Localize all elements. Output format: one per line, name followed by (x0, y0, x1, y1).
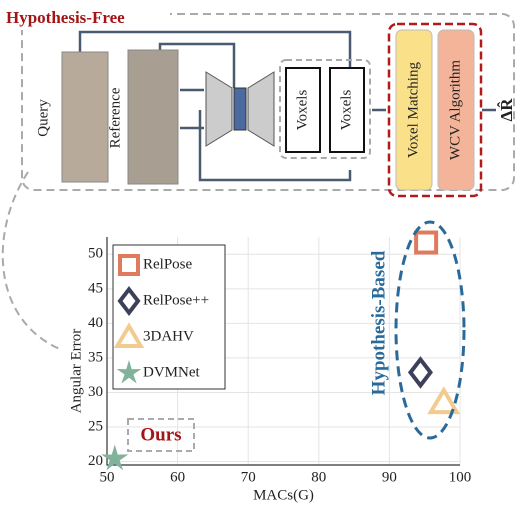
point (410, 359, 430, 385)
diagram-title: Hypothesis-Free (6, 8, 125, 27)
output-label: ΔR̂ (497, 98, 516, 122)
bottleneck (234, 88, 246, 130)
x-tick-label: 80 (311, 469, 326, 485)
legend-label: DVMNet (143, 364, 200, 380)
y-tick-label: 20 (88, 453, 103, 469)
link-curve (3, 172, 62, 350)
image-label: Query (35, 99, 51, 137)
voxel-label: Voxels (338, 90, 354, 131)
module-label: WCV Algorithm (447, 60, 463, 160)
voxel-label: Voxels (294, 90, 310, 131)
annotation: Hypothesis-Based (368, 250, 389, 395)
y-tick-label: 35 (88, 349, 103, 365)
module-label: Voxel Matching (405, 62, 421, 158)
encoder (206, 72, 232, 146)
x-axis-label: MACs(G) (253, 487, 314, 503)
point (416, 233, 436, 253)
annotation: Ours (140, 424, 181, 445)
x-tick-label: 70 (241, 469, 256, 485)
legend-label: 3DAHV (143, 328, 194, 344)
decoder (248, 72, 274, 146)
legend-label: RelPose++ (143, 292, 209, 308)
point (431, 390, 457, 412)
image-label: Reference (107, 87, 123, 148)
query-image (62, 52, 108, 182)
y-tick-label: 30 (88, 384, 103, 400)
legend-label: RelPose (143, 256, 193, 272)
y-axis-label: Angular Error (68, 329, 84, 414)
y-tick-label: 25 (88, 418, 103, 434)
y-tick-label: 40 (88, 315, 103, 331)
reference-image (128, 50, 178, 184)
x-tick-label: 100 (449, 469, 472, 485)
x-tick-label: 50 (100, 469, 115, 485)
x-tick-label: 90 (382, 469, 397, 485)
y-tick-label: 50 (88, 246, 103, 262)
x-tick-label: 60 (170, 469, 185, 485)
figure: Hypothesis-Free Query Reference Voxels V… (0, 0, 523, 508)
y-tick-label: 45 (88, 280, 103, 296)
chart: 20 25 30 35 40 45 50 50 60 70 80 90 100 MACs(G) Angula… (68, 222, 471, 503)
